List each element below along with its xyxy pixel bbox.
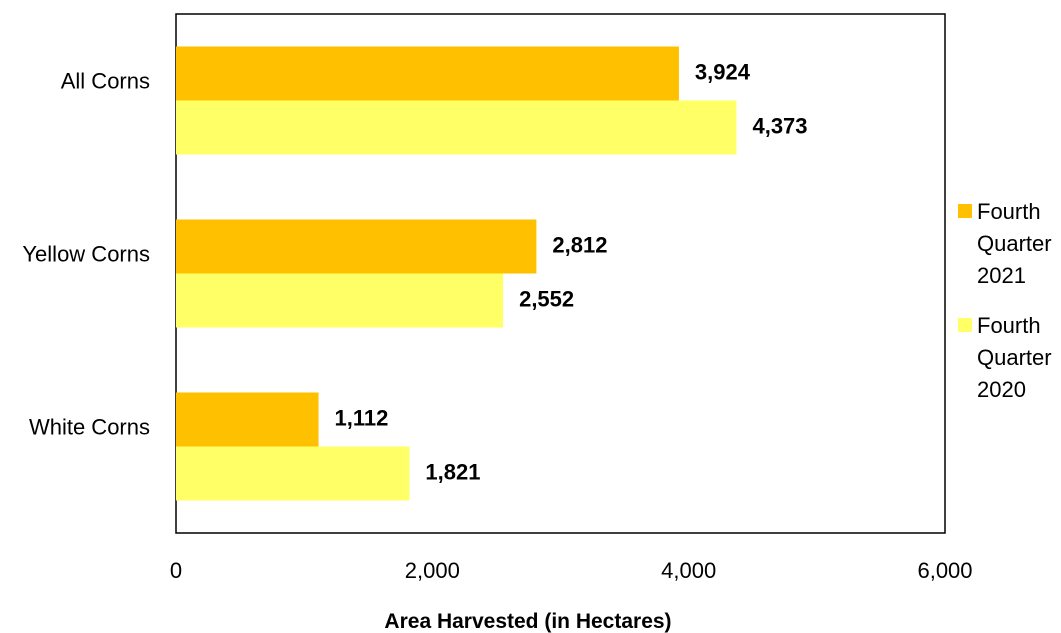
- bar: [176, 273, 504, 328]
- legend-label-line: 2021: [977, 263, 1026, 288]
- x-tick-labels: 0 2,000 4,000 6,000: [170, 558, 973, 583]
- legend-label-line: Quarter: [977, 231, 1052, 256]
- legend-label: Fourth Quarter 2020: [977, 313, 1052, 402]
- bar: [176, 46, 679, 101]
- x-axis-title: Area Harvested (in Hectares): [384, 610, 671, 633]
- legend: Fourth Quarter 2021 Fourth Quarter 2020: [958, 199, 1052, 402]
- bar: [176, 392, 319, 447]
- legend-label-line: 2020: [977, 377, 1026, 402]
- category-label: All Corns: [61, 68, 150, 93]
- legend-swatch: [958, 318, 972, 332]
- bar: [176, 446, 410, 501]
- bar: [176, 100, 737, 155]
- x-tick-label: 4,000: [661, 558, 716, 583]
- data-label: 3,924: [695, 59, 751, 84]
- data-label: 2,552: [519, 286, 574, 311]
- x-tick-label: 2,000: [405, 558, 460, 583]
- legend-swatch: [958, 204, 972, 218]
- legend-label-line: Fourth: [977, 313, 1041, 338]
- legend-label-line: Quarter: [977, 345, 1052, 370]
- category-labels: All Corns Yellow Corns White Corns: [22, 68, 150, 439]
- data-label: 1,821: [425, 459, 480, 484]
- category-label: Yellow Corns: [22, 241, 150, 266]
- legend-label: Fourth Quarter 2021: [977, 199, 1052, 288]
- bar: [176, 219, 537, 274]
- category-label: White Corns: [29, 414, 150, 439]
- data-label: 4,373: [752, 113, 807, 138]
- legend-label-line: Fourth: [977, 199, 1041, 224]
- x-tick-label: 0: [170, 558, 182, 583]
- data-label: 1,112: [335, 405, 389, 430]
- data-labels: 3,924 4,373 2,812 2,552 1,112 1,821: [335, 59, 808, 484]
- x-tick-label: 6,000: [917, 558, 972, 583]
- bars-group: [176, 46, 737, 501]
- data-label: 2,812: [552, 232, 607, 257]
